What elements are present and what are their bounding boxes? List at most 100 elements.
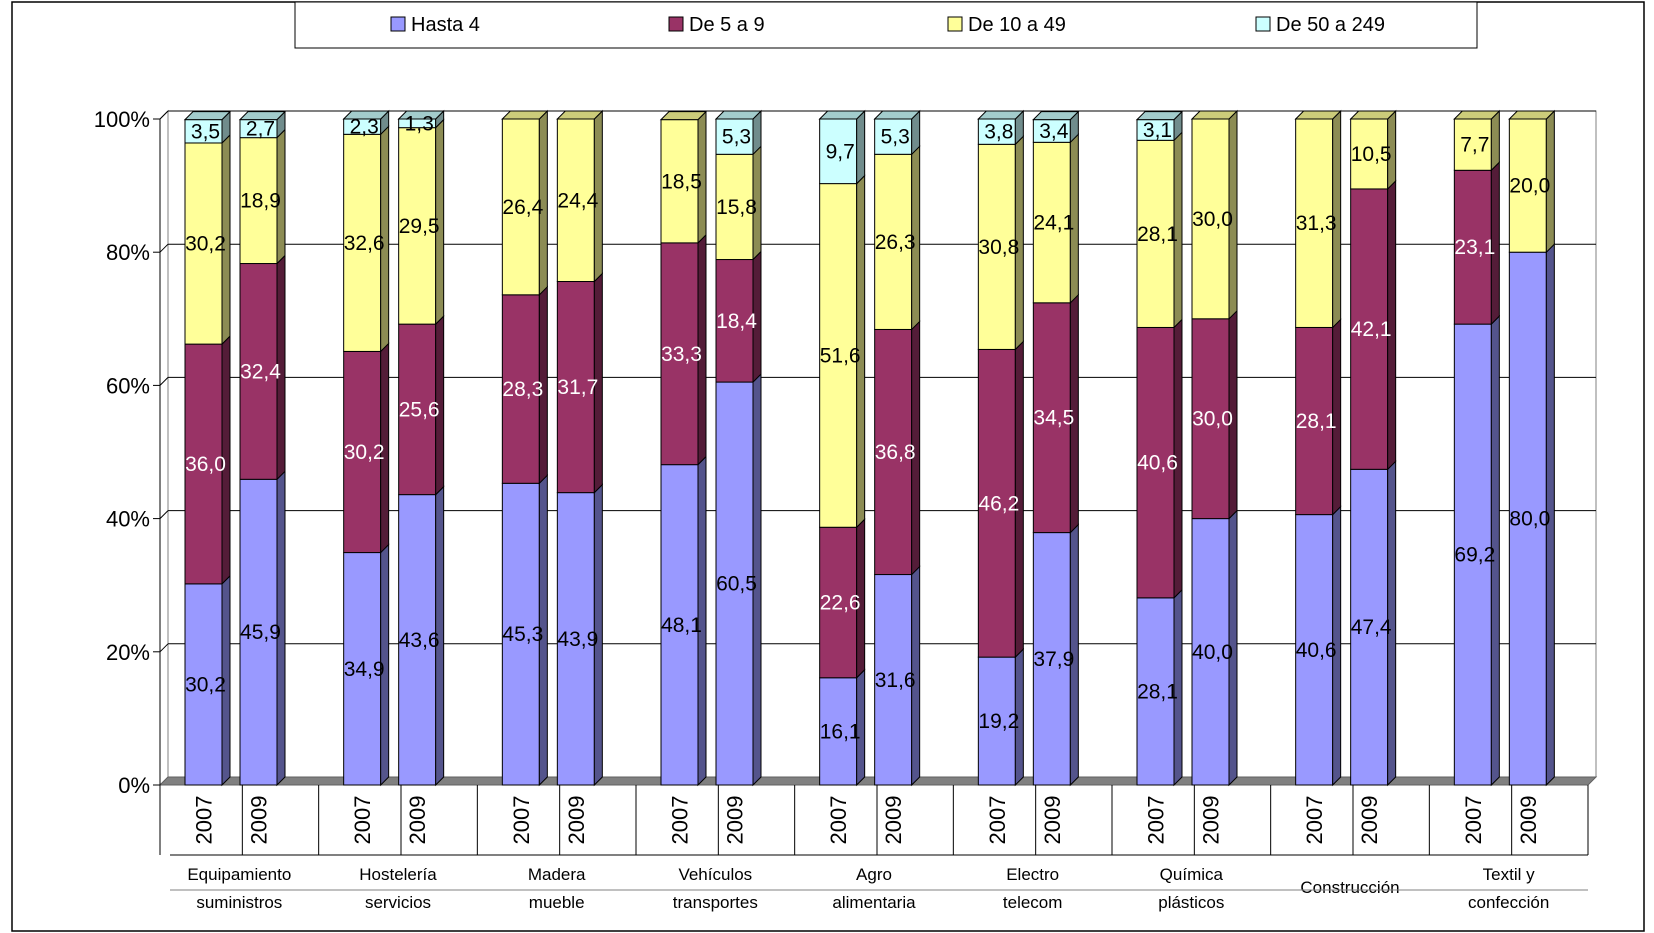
category-label: Equipamiento (187, 865, 291, 884)
data-label: 24,1 (1033, 212, 1074, 235)
bar-segment (1136, 588, 1183, 787)
data-label: 34,5 (1033, 407, 1074, 430)
y-tick-label: 0% (118, 773, 150, 798)
year-label: 2009 (1199, 796, 1224, 845)
bar-segment (398, 314, 445, 496)
bar-segment (874, 145, 921, 331)
data-label: 23,1 (1454, 236, 1495, 259)
bar-segment (977, 109, 1025, 146)
bar-segment (239, 128, 286, 265)
axes: 2007 2009 Equipamiento suministros 2007 2009 H… (94, 107, 1589, 912)
data-label: 80,0 (1509, 508, 1550, 531)
category-label: transportes (673, 893, 758, 912)
data-label: 40,6 (1296, 639, 1337, 662)
bar-segment (397, 109, 445, 129)
data-label: 3,4 (1039, 120, 1069, 143)
data-label: 31,3 (1296, 212, 1337, 235)
category-label: Agro (856, 865, 892, 884)
data-label: 1,3 (405, 112, 434, 135)
bar-segment (1349, 109, 1397, 191)
bar-segment (1508, 109, 1556, 254)
year-label: 2007 (509, 796, 534, 845)
year-label: 2009 (723, 796, 748, 845)
data-label: 69,2 (1454, 544, 1495, 567)
category-label: telecom (1003, 893, 1063, 912)
data-label: 45,3 (502, 623, 543, 646)
legend-item: De 10 a 49 (947, 14, 1066, 36)
legend-label: De 10 a 49 (968, 14, 1066, 36)
data-label: 3,1 (1143, 119, 1172, 142)
data-label: 28,1 (1296, 410, 1337, 433)
data-label: 60,5 (716, 573, 757, 596)
bar-segment (398, 485, 445, 787)
year-label: 2007 (985, 796, 1010, 845)
data-label: 32,4 (240, 360, 281, 383)
data-label: 31,7 (557, 376, 598, 399)
legend-swatch (1255, 16, 1271, 32)
data-label: 28,3 (502, 378, 543, 401)
year-label: 2007 (192, 796, 217, 845)
y-tick-label: 80% (106, 240, 150, 265)
bar-segment (1453, 109, 1501, 172)
data-label: 43,9 (557, 628, 598, 651)
data-label: 2,3 (350, 116, 379, 139)
plot-area: 30,2 36,0 30,2 3,5 45,9 32,4 18,9 2,7 34,9 30,2 32… (158, 109, 1598, 787)
bar-segment (1350, 460, 1397, 787)
gridline-side (159, 110, 169, 120)
bar-segment (1294, 109, 1342, 329)
category-label: Textil y (1483, 865, 1535, 884)
y-tick-label: 100% (94, 107, 150, 132)
category-label: Vehículos (678, 865, 752, 884)
data-label: 45,9 (240, 621, 281, 644)
data-label: 36,8 (875, 441, 916, 464)
legend-swatch (390, 16, 406, 32)
legend-item: De 5 a 9 (668, 14, 765, 36)
bar-segment (715, 372, 762, 787)
year-label: 2009 (1040, 796, 1065, 845)
data-label: 15,8 (716, 196, 757, 219)
bar-segment (714, 109, 763, 156)
bar-segment (874, 320, 921, 576)
data-label: 30,2 (185, 233, 226, 256)
bar-segment (556, 272, 603, 494)
gridline-side (159, 377, 169, 386)
gridline-side (159, 243, 169, 253)
bar-segment (715, 145, 762, 261)
data-label: 20,0 (1509, 175, 1550, 198)
category-label: mueble (529, 893, 585, 912)
year-label: 2009 (881, 796, 906, 845)
bar-segment (183, 110, 232, 145)
bar-segment (1191, 309, 1238, 520)
legend-swatch (947, 16, 963, 32)
gridline-side (159, 510, 169, 519)
data-label: 37,9 (1033, 648, 1074, 671)
data-label: 29,5 (399, 215, 440, 238)
data-label: 40,6 (1137, 452, 1178, 475)
data-label: 28,1 (1137, 223, 1178, 246)
bar-segment (343, 125, 390, 353)
data-label: 51,6 (820, 344, 861, 367)
data-label: 9,7 (826, 140, 855, 163)
category-label: Electro (1006, 865, 1059, 884)
year-label: 2007 (826, 796, 851, 845)
bar-segment (1191, 509, 1238, 787)
bar-segment (1350, 179, 1397, 471)
data-label: 30,2 (344, 441, 385, 464)
year-label: 2009 (1357, 796, 1382, 845)
category-label: confección (1468, 893, 1549, 912)
year-label: 2007 (1302, 796, 1327, 845)
data-label: 10,5 (1351, 143, 1392, 166)
bar-segment (977, 135, 1024, 351)
data-label: 18,9 (240, 190, 281, 213)
data-label: 40,0 (1192, 641, 1233, 664)
bar-segment (1295, 318, 1342, 516)
legend: Hasta 4 De 5 a 9 De 10 a 49 De 50 a 249 (294, 1, 1478, 49)
data-label: 7,7 (1460, 134, 1489, 157)
year-label: 2007 (1461, 796, 1486, 845)
bar-segment (660, 233, 707, 466)
bar-segment (1295, 505, 1342, 787)
data-label: 46,2 (978, 492, 1019, 515)
data-label: 31,6 (875, 669, 916, 692)
bar-segment (556, 109, 604, 283)
bar-segment (556, 483, 603, 787)
